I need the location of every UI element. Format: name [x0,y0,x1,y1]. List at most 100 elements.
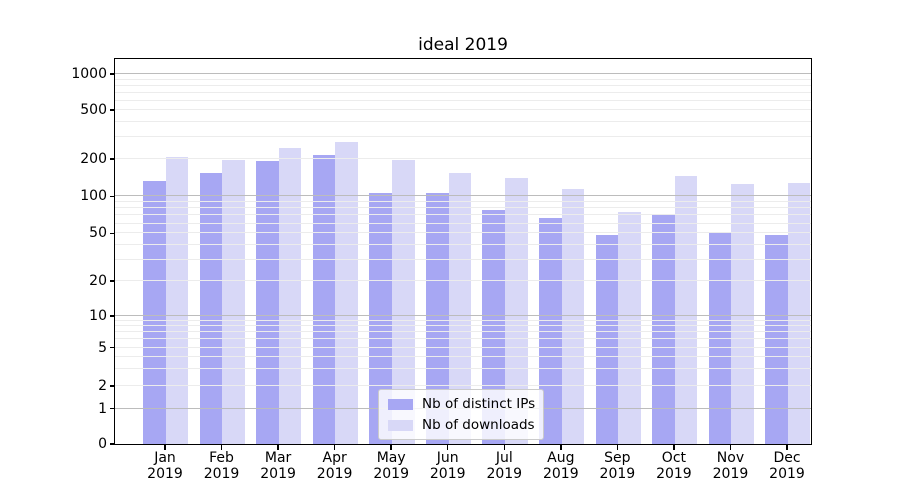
legend-label-downloads: Nb of downloads [422,417,535,433]
bar-nb-of-downloads-oct [674,176,698,444]
bar-nb-of-distinct-ips-may [369,193,392,444]
y-tick-mark-500 [110,109,115,111]
gridline-minor-200 [115,158,811,159]
y-tick-mark-0 [110,443,115,445]
gridline-major-100 [115,195,811,197]
x-tick-label-apr: Apr 2019 [305,450,365,482]
bar-nb-of-downloads-dec [787,183,811,444]
x-tick-year-mar: 2019 [260,466,296,482]
gridline-minor-70 [115,214,811,216]
y-tick-mark-10 [110,315,115,317]
x-tick-mark-jan [164,444,166,450]
x-tick-mark-jun [447,444,449,450]
y-tick-label-100: 100 [80,188,107,205]
x-tick-mark-dec [786,444,788,450]
y-tick-label-50: 50 [89,225,107,242]
gridline-minor-700 [115,91,811,93]
gridline-minor-400 [115,120,811,122]
bar-nb-of-distinct-ips-jan [143,180,166,444]
x-tick-year-apr: 2019 [316,466,353,482]
x-tick-month-jul: Jul [495,450,513,466]
x-tick-year-jul: 2019 [486,466,523,482]
y-tick-mark-100 [110,195,115,197]
x-tick-year-oct: 2019 [656,466,692,482]
x-tick-year-dec: 2019 [769,466,805,482]
x-tick-mark-oct [673,444,675,450]
gridline-minor-60 [115,222,811,224]
x-tick-year-sep: 2019 [599,466,636,482]
legend-swatch-downloads [388,419,413,431]
gridline-minor-300 [115,136,811,138]
legend-entry-downloads: Nb of downloads [388,417,535,433]
x-tick-year-jan: 2019 [147,466,183,482]
bar-nb-of-distinct-ips-apr [312,155,336,444]
gridline-minor-20 [115,280,811,281]
y-tick-label-1000: 1000 [71,66,107,82]
x-tick-label-jan: Jan 2019 [135,450,195,482]
gridline-minor-4 [115,356,811,358]
x-tick-label-dec: Dec 2019 [757,450,817,482]
x-tick-label-sep: Sep 2019 [587,450,647,482]
x-tick-mark-jul [503,444,505,450]
x-tick-mark-feb [220,444,223,450]
y-tick-mark-50 [110,232,115,235]
bar-nb-of-distinct-ips-mar [256,160,279,444]
y-tick-label-2: 2 [98,378,107,395]
bar-nb-of-distinct-ips-feb [199,173,223,444]
x-tick-month-jun: Jun [436,450,459,466]
bar-nb-of-distinct-ips-aug [539,217,562,444]
x-tick-label-jul: Jul 2019 [474,450,534,482]
y-tick-mark-5 [110,347,115,349]
y-tick-mark-200 [110,158,115,160]
x-tick-mark-nov [729,444,732,450]
legend: Nb of distinct IPs Nb of downloads [378,389,544,440]
plot-area [115,59,811,444]
bar-nb-of-downloads-may [391,160,415,444]
x-tick-label-mar: Mar 2019 [248,450,308,482]
bar-nb-of-downloads-sep [618,211,641,444]
gridline-minor-9 [115,319,811,321]
x-tick-label-oct: Oct 2019 [644,450,704,482]
bar-nb-of-downloads-mar [278,148,302,444]
gridline-minor-8 [115,325,811,327]
y-tick-mark-20 [110,280,115,282]
y-tick-mark-1 [110,407,115,410]
x-tick-year-feb: 2019 [203,466,240,482]
bar-nb-of-distinct-ips-oct [652,214,675,444]
y-tick-label-500: 500 [80,102,107,118]
x-tick-mark-apr [333,444,336,450]
gridline-minor-40 [115,244,811,246]
gridline-minor-90 [115,200,811,202]
bar-nb-of-downloads-nov [731,183,754,444]
x-tick-month-dec: Dec [773,450,801,466]
x-tick-label-aug: Aug 2019 [531,450,591,482]
x-tick-label-may: May 2019 [361,450,421,482]
gridline-minor-800 [115,84,811,86]
x-tick-month-apr: Apr [322,450,347,466]
x-tick-label-nov: Nov 2019 [700,450,760,482]
x-tick-month-aug: Aug [547,450,575,466]
bar-nb-of-downloads-feb [222,160,245,444]
x-tick-mark-aug [560,444,562,450]
gridline-minor-2 [115,385,811,387]
x-tick-month-oct: Oct [661,450,687,466]
gridline-minor-80 [115,207,811,209]
y-tick-mark-2 [110,385,115,387]
x-tick-mark-may [390,444,392,450]
gridline-minor-6 [115,338,811,340]
x-tick-mark-sep [616,444,619,450]
legend-swatch-distinct-ips [388,398,413,410]
x-tick-year-may: 2019 [373,466,409,482]
x-tick-label-feb: Feb 2019 [192,450,252,482]
x-tick-month-sep: Sep [604,450,631,466]
gridline-major-10 [115,315,811,316]
y-tick-label-200: 200 [80,150,107,167]
x-tick-year-jun: 2019 [429,466,466,482]
gridline-minor-600 [115,99,811,101]
gridline-major-1000 [115,73,811,75]
bar-nb-of-downloads-apr [335,141,359,444]
chart-title: ideal 2019 [418,35,508,55]
legend-label-distinct-ips: Nb of distinct IPs [422,396,536,412]
x-tick-month-feb: Feb [209,450,234,466]
